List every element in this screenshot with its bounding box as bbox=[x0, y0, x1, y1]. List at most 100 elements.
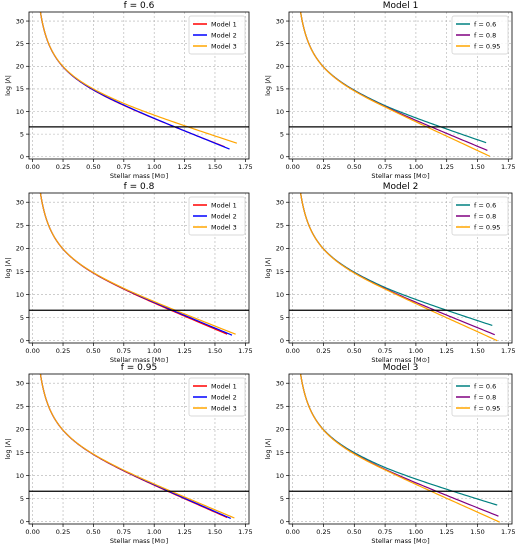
x-tick-label: 1.25 bbox=[439, 528, 453, 536]
x-tick-label: 1.50 bbox=[208, 347, 222, 355]
legend-label: f = 0.6 bbox=[474, 20, 496, 28]
x-tick-label: 1.00 bbox=[147, 163, 161, 171]
y-tick-label: 5 bbox=[280, 314, 284, 322]
x-tick-label: 1.50 bbox=[208, 528, 222, 536]
x-axis-label: Stellar mass [M⊙] bbox=[110, 172, 168, 180]
y-tick-label: 5 bbox=[280, 130, 284, 138]
x-tick-label: 0.50 bbox=[86, 163, 100, 171]
y-tick-label: 15 bbox=[16, 85, 24, 93]
series-group bbox=[289, 12, 512, 157]
legend: f = 0.6 f = 0.8 f = 0.95 bbox=[451, 15, 509, 55]
legend-box bbox=[188, 377, 246, 417]
series-line bbox=[39, 374, 232, 520]
y-tick-label: 15 bbox=[276, 268, 284, 276]
legend-label: f = 0.8 bbox=[474, 212, 496, 220]
legend-label: Model 3 bbox=[211, 404, 237, 412]
series-line bbox=[299, 193, 498, 342]
legend-label: Model 1 bbox=[211, 382, 237, 390]
y-tick-label: 30 bbox=[16, 380, 24, 388]
x-tick-label: 1.75 bbox=[501, 163, 515, 171]
x-tick-label: 0.50 bbox=[347, 528, 361, 536]
panel-title: f = 0.8 bbox=[124, 182, 155, 192]
legend-label: f = 0.8 bbox=[474, 31, 496, 39]
x-tick-label: 1.75 bbox=[501, 347, 515, 355]
axes-frame bbox=[288, 11, 513, 160]
legend-label: Model 2 bbox=[211, 31, 237, 39]
x-tick-label: 1.25 bbox=[177, 528, 191, 536]
y-axis-label: log |Λ| bbox=[264, 439, 272, 460]
y-tick-label: 10 bbox=[276, 291, 284, 299]
y-tick-label: 20 bbox=[276, 63, 284, 71]
y-tick-label: 25 bbox=[276, 222, 284, 230]
series-line bbox=[39, 374, 235, 519]
y-tick-label: 30 bbox=[276, 199, 284, 207]
y-tick-label: 10 bbox=[16, 108, 24, 116]
y-tick-label: 30 bbox=[16, 17, 24, 25]
x-tick-label: 0.50 bbox=[347, 163, 361, 171]
series-line bbox=[39, 12, 238, 144]
x-tick-label: 0.25 bbox=[56, 163, 70, 171]
y-tick-label: 0 bbox=[280, 337, 284, 345]
x-tick-label: 1.25 bbox=[439, 347, 453, 355]
x-tick-label: 0.50 bbox=[86, 347, 100, 355]
x-tick-label: 1.25 bbox=[439, 163, 453, 171]
panel-title: f = 0.6 bbox=[124, 1, 155, 11]
panel-title: Model 1 bbox=[383, 1, 419, 11]
x-tick-label: 1.50 bbox=[470, 163, 484, 171]
y-tick-label: 20 bbox=[276, 426, 284, 434]
legend-box bbox=[188, 15, 246, 55]
y-tick-label: 0 bbox=[280, 518, 284, 526]
x-tick-label: 0.25 bbox=[56, 347, 70, 355]
panel-4: Model 2 0.00 0.25 0.50 0.75 1.00 1.25 1.50 1.75 0… bbox=[264, 182, 516, 364]
y-tick-label: 25 bbox=[276, 40, 284, 48]
x-tick-label: 0.00 bbox=[285, 347, 299, 355]
legend-label: f = 0.8 bbox=[474, 393, 496, 401]
axes-frame bbox=[28, 192, 250, 344]
y-tick-label: 5 bbox=[20, 314, 24, 322]
x-axis-label: Stellar mass [M⊙] bbox=[371, 172, 429, 180]
y-tick-label: 20 bbox=[16, 245, 24, 253]
series-group bbox=[289, 193, 512, 342]
panel-3: f = 0.8 0.00 0.25 0.50 0.75 1.00 1.25 1.50 1.75 0… bbox=[4, 182, 253, 364]
panel-title: Model 2 bbox=[383, 182, 419, 192]
y-tick-label: 10 bbox=[276, 472, 284, 480]
y-tick-label: 20 bbox=[276, 245, 284, 253]
x-tick-label: 0.75 bbox=[117, 347, 131, 355]
y-tick-label: 25 bbox=[16, 403, 24, 411]
y-tick-label: 10 bbox=[16, 291, 24, 299]
y-tick-label: 20 bbox=[16, 426, 24, 434]
x-tick-label: 0.50 bbox=[347, 347, 361, 355]
legend: f = 0.6 f = 0.8 f = 0.95 bbox=[451, 377, 509, 417]
legend-label: f = 0.95 bbox=[474, 223, 500, 231]
x-tick-label: 0.00 bbox=[285, 528, 299, 536]
legend-box bbox=[188, 196, 246, 236]
x-tick-label: 1.75 bbox=[501, 528, 515, 536]
x-tick-label: 1.00 bbox=[409, 163, 423, 171]
legend-box bbox=[451, 196, 509, 236]
panel-5: f = 0.95 0.00 0.25 0.50 0.75 1.00 1.25 1.50 1.75… bbox=[4, 363, 253, 545]
series-group bbox=[29, 374, 249, 520]
x-tick-label: 0.25 bbox=[56, 528, 70, 536]
y-tick-label: 15 bbox=[16, 268, 24, 276]
legend-label: Model 1 bbox=[211, 20, 237, 28]
x-tick-label: 1.75 bbox=[238, 163, 252, 171]
x-tick-label: 0.25 bbox=[316, 163, 330, 171]
y-axis-label: log |Λ| bbox=[264, 258, 272, 279]
y-tick-label: 20 bbox=[16, 63, 24, 71]
x-axis-label: Stellar mass [M⊙] bbox=[110, 537, 168, 545]
panel-title: Model 3 bbox=[383, 363, 419, 373]
y-tick-label: 15 bbox=[276, 449, 284, 457]
y-tick-label: 25 bbox=[16, 222, 24, 230]
legend-label: f = 0.95 bbox=[474, 404, 500, 412]
x-tick-label: 1.00 bbox=[147, 347, 161, 355]
y-tick-label: 30 bbox=[276, 380, 284, 388]
axes-frame bbox=[28, 373, 250, 525]
series-group bbox=[289, 374, 512, 523]
x-tick-label: 1.00 bbox=[409, 528, 423, 536]
axes-frame bbox=[288, 192, 513, 344]
y-tick-label: 5 bbox=[20, 495, 24, 503]
x-tick-label: 0.00 bbox=[25, 528, 39, 536]
y-tick-label: 15 bbox=[276, 85, 284, 93]
x-tick-label: 0.25 bbox=[316, 347, 330, 355]
x-tick-label: 1.50 bbox=[470, 347, 484, 355]
